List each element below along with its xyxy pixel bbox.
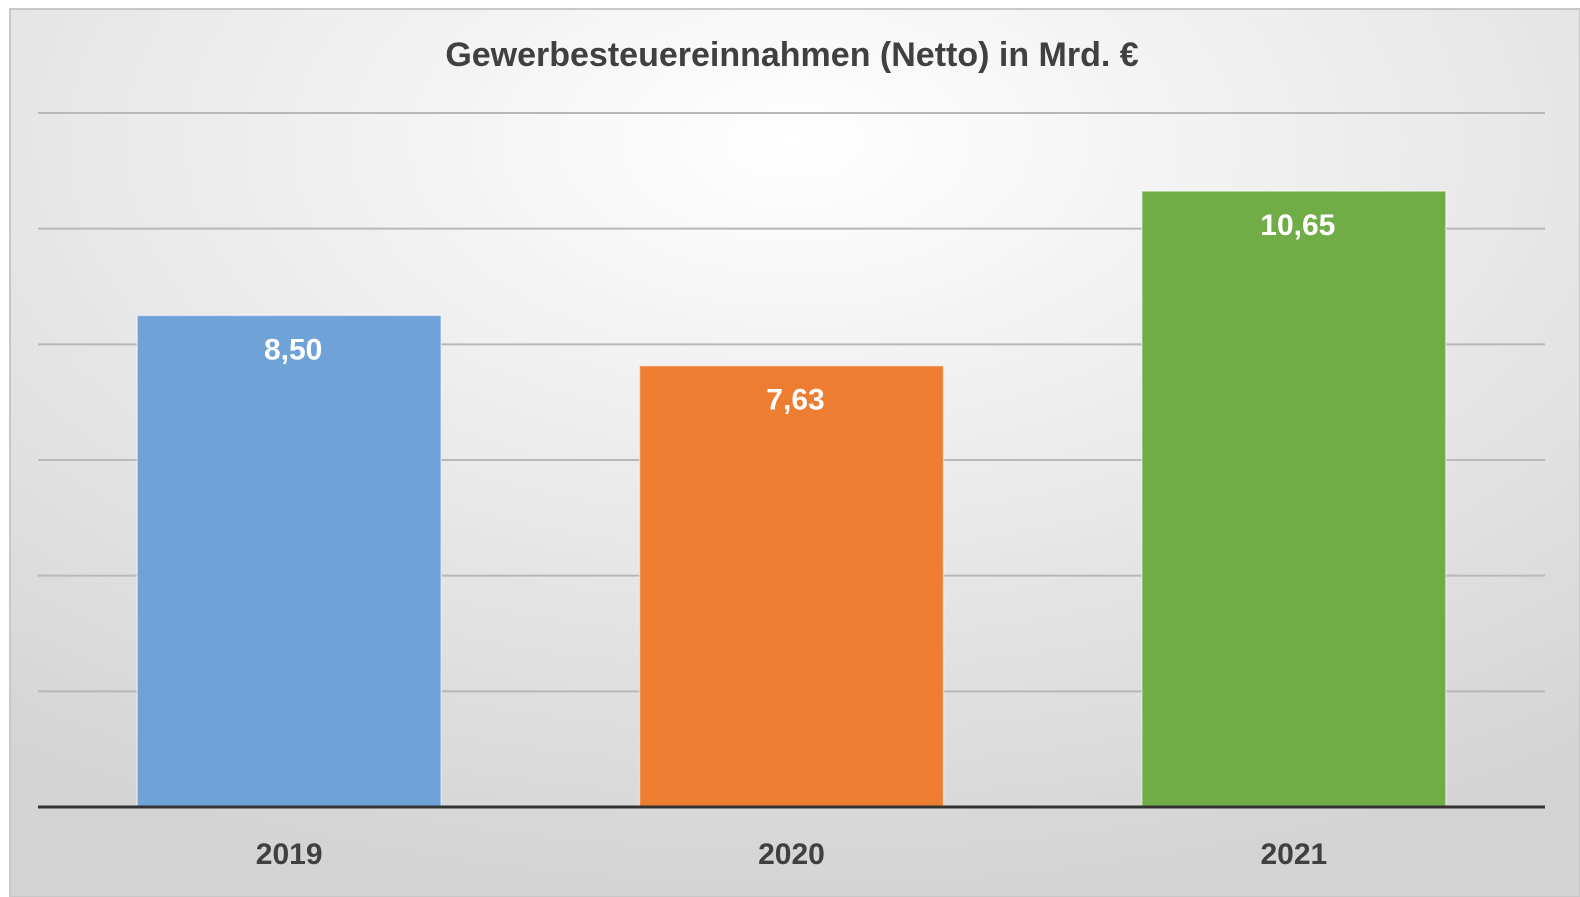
data-label: 7,63 — [766, 384, 824, 417]
data-label: 10,65 — [1260, 209, 1335, 242]
bar — [638, 364, 945, 808]
x-tick-label: 2019 — [256, 838, 323, 871]
chart-title: Gewerbesteuereinnahmen (Netto) in Mrd. € — [445, 36, 1138, 74]
x-tick-label: 2021 — [1260, 838, 1327, 871]
bar — [136, 314, 442, 808]
x-tick-label: 2020 — [758, 838, 825, 871]
bars: 8,50 7,63 10,65 — [136, 190, 1447, 808]
data-label: 8,50 — [264, 333, 322, 366]
bar — [1141, 190, 1447, 808]
